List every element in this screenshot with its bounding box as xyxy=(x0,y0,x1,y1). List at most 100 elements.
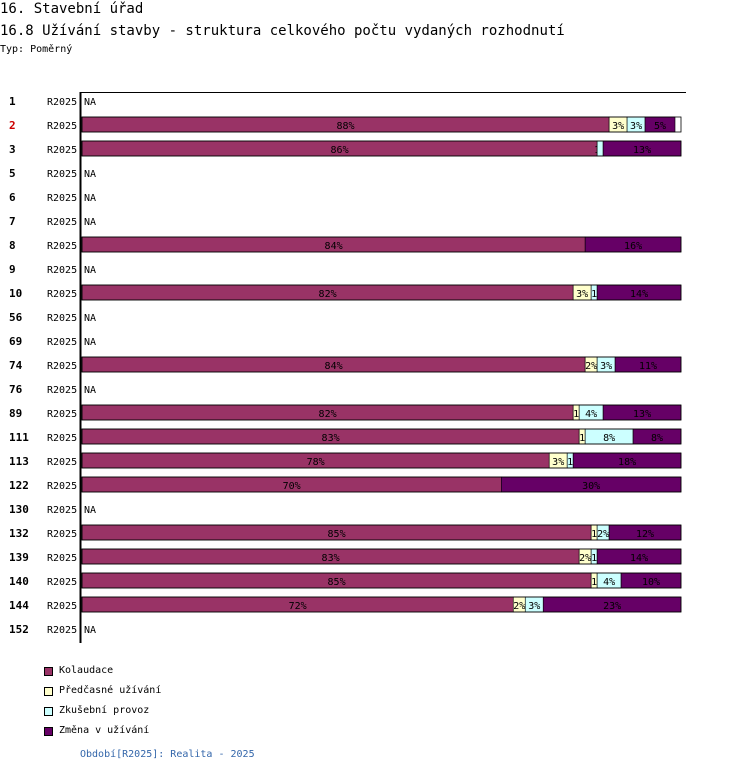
row-id-label: 111 xyxy=(9,431,29,444)
data-label: 13% xyxy=(633,409,651,420)
data-label: 2% xyxy=(513,601,525,612)
data-label: 3% xyxy=(630,121,642,132)
data-label: 14% xyxy=(630,289,648,300)
na-label: NA xyxy=(84,337,96,348)
chart-type-label: Typ: Poměrný xyxy=(0,44,73,55)
legend-label: Předčasné užívání xyxy=(59,685,162,696)
row-period-label: R2025 xyxy=(47,97,77,108)
row-id-label: 10 xyxy=(9,287,22,300)
data-label: 3% xyxy=(528,601,540,612)
data-label: 83% xyxy=(322,433,340,444)
row-period-label: R2025 xyxy=(47,169,77,180)
bar-outline xyxy=(81,476,682,493)
data-label: 5% xyxy=(654,121,666,132)
row-period-label: R2025 xyxy=(47,553,77,564)
data-label: 82% xyxy=(319,409,337,420)
row-id-label: 113 xyxy=(9,455,29,468)
data-label: 16% xyxy=(624,241,642,252)
data-label: 1 xyxy=(591,529,597,540)
row-id-label: 89 xyxy=(9,407,22,420)
row-id-label: 69 xyxy=(9,335,22,348)
row-period-label: R2025 xyxy=(47,193,77,204)
row-id-label: 132 xyxy=(9,527,29,540)
legend-swatch xyxy=(44,667,53,676)
data-label: 8% xyxy=(651,433,663,444)
na-label: NA xyxy=(84,217,96,228)
legend-swatch xyxy=(44,727,53,736)
bar-outline xyxy=(81,548,682,565)
bar-outline xyxy=(81,284,682,301)
data-label: 2% xyxy=(585,361,597,372)
data-label: 18% xyxy=(618,457,636,468)
data-label: 1 xyxy=(573,409,579,420)
data-label: 1 xyxy=(579,433,585,444)
data-label: 11% xyxy=(639,361,657,372)
na-label: NA xyxy=(84,169,96,180)
row-period-label: R2025 xyxy=(47,625,77,636)
na-label: NA xyxy=(84,265,96,276)
row-period-label: R2025 xyxy=(47,577,77,588)
row-period-label: R2025 xyxy=(47,313,77,324)
bar-outline xyxy=(81,116,682,133)
row-period-label: R2025 xyxy=(47,505,77,516)
legend-label: Zkušební provoz xyxy=(59,705,150,716)
data-label: 86% xyxy=(331,145,349,156)
row-period-label: R2025 xyxy=(47,457,77,468)
row-id-label: 6 xyxy=(9,191,16,204)
data-label: 8% xyxy=(603,433,615,444)
row-id-label: 74 xyxy=(9,359,23,372)
bar-outline xyxy=(81,140,682,157)
bar-outline xyxy=(81,524,682,541)
bar-outline xyxy=(81,572,682,589)
row-period-label: R2025 xyxy=(47,601,77,612)
chart-subtitle: 16.8 Užívání stavby - struktura celkovéh… xyxy=(0,23,565,39)
row-id-label: 130 xyxy=(9,503,29,516)
bar-outline xyxy=(81,236,682,253)
data-label: 88% xyxy=(337,121,355,132)
row-period-label: R2025 xyxy=(47,337,77,348)
data-label: 14% xyxy=(630,553,648,564)
legend-swatch xyxy=(44,707,53,716)
bar-outline xyxy=(81,452,682,469)
row-id-label: 144 xyxy=(9,599,29,612)
bar-outline xyxy=(81,428,682,445)
data-label: 4% xyxy=(585,409,597,420)
row-id-label: 122 xyxy=(9,479,29,492)
row-id-label: 139 xyxy=(9,551,29,564)
data-label: 84% xyxy=(325,241,343,252)
data-label: 1 xyxy=(591,577,597,588)
data-label: 23% xyxy=(603,601,621,612)
data-label: 85% xyxy=(328,529,346,540)
na-label: NA xyxy=(84,313,96,324)
data-label: 4% xyxy=(603,577,615,588)
data-label: 3% xyxy=(600,361,612,372)
row-period-label: R2025 xyxy=(47,361,77,372)
row-period-label: R2025 xyxy=(47,409,77,420)
data-label: 82% xyxy=(319,289,337,300)
data-label: 12% xyxy=(636,529,654,540)
row-period-label: R2025 xyxy=(47,145,77,156)
legend-label: Změna v užívání xyxy=(59,725,150,736)
data-label: 78% xyxy=(307,457,325,468)
bar-segment xyxy=(596,140,604,157)
data-label: 2% xyxy=(597,529,609,540)
stacked-bar-chart: 1R2025NA2R202588%3%3%5%3R202586%113%5R20… xyxy=(9,92,686,643)
na-label: NA xyxy=(84,505,96,516)
row-id-label: 8 xyxy=(9,239,16,252)
data-label: 3% xyxy=(612,121,624,132)
data-label: 72% xyxy=(289,601,307,612)
row-id-label: 9 xyxy=(9,263,16,276)
row-period-label: R2025 xyxy=(47,385,77,396)
data-label: 30% xyxy=(582,481,600,492)
row-period-label: R2025 xyxy=(47,433,77,444)
data-label: 3% xyxy=(576,289,588,300)
footer-period-note: Období[R2025]: Realita - 2025 xyxy=(80,749,255,760)
row-period-label: R2025 xyxy=(47,481,77,492)
data-label: 70% xyxy=(283,481,301,492)
data-label: 1 xyxy=(591,553,597,564)
row-period-label: R2025 xyxy=(47,289,77,300)
na-label: NA xyxy=(84,625,96,636)
data-label: 2% xyxy=(579,553,591,564)
row-period-label: R2025 xyxy=(47,265,77,276)
data-label: 10% xyxy=(642,577,660,588)
